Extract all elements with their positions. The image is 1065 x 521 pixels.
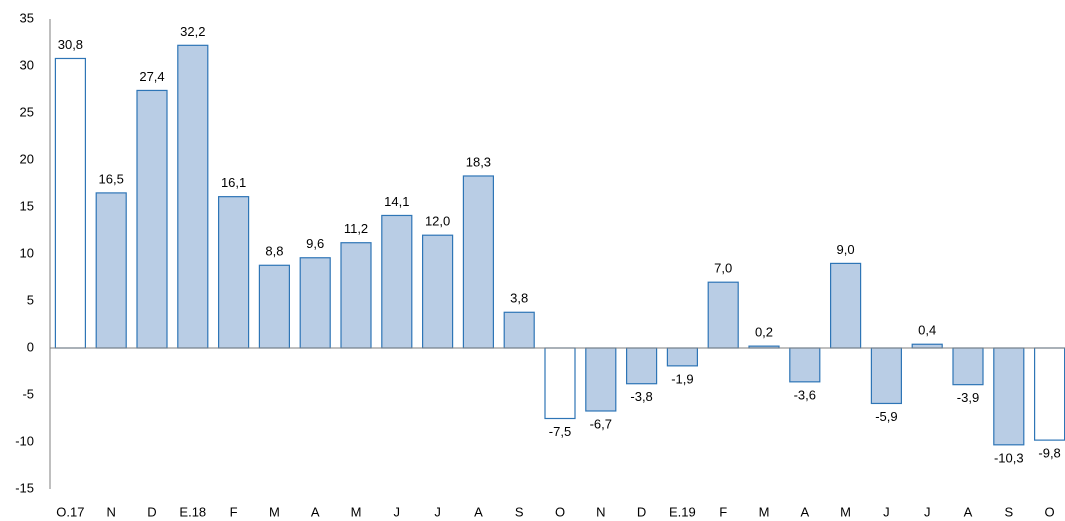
x-tick-label: D: [637, 504, 646, 519]
bar: [95, 192, 127, 349]
bar: [381, 214, 413, 349]
x-tick-label: N: [596, 504, 605, 519]
bar: [177, 44, 209, 349]
bar: [585, 347, 617, 412]
value-label: -1,9: [671, 371, 693, 386]
x-tick-label: O: [555, 504, 565, 519]
x-tick-label: S: [515, 504, 524, 519]
bar: [340, 242, 372, 349]
y-tick-label: -15: [15, 480, 34, 495]
x-tick-label: J: [394, 504, 401, 519]
y-tick-label: 5: [27, 292, 34, 307]
x-tick-label: F: [230, 504, 238, 519]
y-tick-label: 0: [27, 339, 34, 354]
value-label: 16,1: [221, 175, 246, 190]
bar: [544, 347, 576, 420]
bar: [54, 57, 87, 349]
bar: [258, 264, 290, 349]
value-label: 32,2: [180, 24, 205, 39]
bar: [952, 347, 984, 386]
value-label: -3,6: [794, 387, 816, 402]
x-tick-label: J: [434, 504, 441, 519]
value-label: -6,7: [590, 416, 612, 431]
value-label: 11,2: [344, 221, 368, 236]
x-tick-label: O: [1045, 504, 1055, 519]
value-label: 16,5: [99, 171, 124, 186]
bar: [666, 347, 699, 367]
value-label: 0,2: [755, 325, 773, 340]
value-label: 9,0: [837, 242, 855, 257]
bar: [870, 347, 903, 405]
y-tick-label: 10: [20, 245, 34, 260]
value-label: -3,8: [630, 389, 652, 404]
value-label: -10,3: [994, 450, 1024, 465]
x-tick-label: A: [474, 504, 483, 519]
x-tick-label: M: [840, 504, 851, 519]
bar: [911, 343, 943, 349]
bar: [462, 175, 494, 349]
x-tick-label: S: [1004, 504, 1013, 519]
bar: [299, 257, 331, 349]
value-label: 18,3: [466, 154, 491, 169]
value-label: 27,4: [139, 69, 164, 84]
x-tick-label: D: [147, 504, 156, 519]
value-label: 3,8: [510, 291, 528, 306]
value-label: 9,6: [306, 236, 324, 251]
bar: [789, 347, 821, 383]
value-label: 12,0: [425, 214, 450, 229]
x-tick-label: M: [269, 504, 280, 519]
x-tick-label: M: [351, 504, 362, 519]
bar: [625, 347, 658, 385]
bar: [993, 347, 1025, 446]
y-tick-label: -10: [15, 433, 34, 448]
bar: [218, 196, 250, 349]
x-tick-label: E.18: [179, 504, 206, 519]
x-tick-label: E.19: [669, 504, 696, 519]
bar: [1033, 347, 1065, 441]
x-tick-label: J: [924, 504, 931, 519]
bar: [136, 89, 168, 349]
x-tick-label: F: [719, 504, 727, 519]
bar: [503, 311, 535, 349]
value-label: 7,0: [714, 261, 732, 276]
bar: [829, 262, 862, 349]
y-tick-label: 25: [20, 104, 34, 119]
value-label: 8,8: [265, 244, 283, 259]
y-tick-label: 20: [20, 151, 34, 166]
y-tick-label: 35: [20, 10, 34, 25]
x-tick-label: N: [107, 504, 116, 519]
value-label: -9,8: [1038, 446, 1060, 461]
y-tick-label: 30: [20, 57, 34, 72]
x-tick-label: A: [800, 504, 809, 519]
x-tick-label: A: [311, 504, 320, 519]
y-tick-label: 15: [20, 198, 34, 213]
bar: [422, 234, 454, 349]
value-label: -3,9: [957, 390, 979, 405]
value-label: 30,8: [58, 37, 83, 52]
y-tick-label: -5: [22, 386, 34, 401]
x-tick-label: O.17: [56, 504, 84, 519]
value-label: -5,9: [875, 409, 897, 424]
x-tick-label: J: [883, 504, 890, 519]
x-tick-label: M: [759, 504, 770, 519]
value-label: 14,1: [384, 194, 409, 209]
bar: [707, 281, 739, 349]
value-label: 0,4: [918, 323, 936, 338]
x-tick-label: A: [964, 504, 973, 519]
value-label: -7,5: [549, 424, 571, 439]
